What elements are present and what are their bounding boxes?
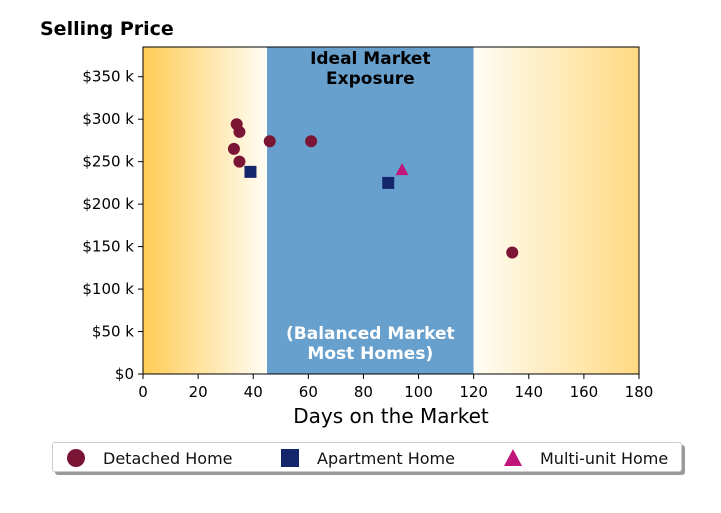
- region-label-bottom: (Balanced Market: [286, 324, 455, 344]
- data-point-detached-home: [233, 125, 246, 138]
- x-tick-label: 160: [570, 383, 599, 401]
- data-points: [227, 118, 519, 259]
- region-slow-right: [473, 47, 639, 374]
- x-tick-label: 80: [354, 383, 373, 401]
- plot-frame: [142, 46, 640, 375]
- y-tick-label: $300 k: [82, 110, 134, 128]
- x-tick-label: 40: [244, 383, 263, 401]
- data-point-detached-home: [233, 155, 246, 168]
- x-tick-label: 60: [299, 383, 318, 401]
- x-tick-label: 120: [459, 383, 488, 401]
- data-point-detached-home: [305, 135, 318, 148]
- y-tick-label: $350 k: [82, 68, 134, 86]
- y-axis: $0 $50 k $100 k $150 k $200 k $250 k $300 k $35…: [82, 68, 143, 383]
- x-tick-label: 20: [189, 383, 208, 401]
- legend-label: Detached Home: [103, 448, 233, 468]
- region-slow-left: [143, 47, 267, 374]
- triangle-marker-icon: [504, 449, 522, 466]
- legend-item-detached-home: Detached Home: [65, 443, 233, 473]
- y-tick-label: $100 k: [82, 280, 134, 298]
- legend-label: Apartment Home: [317, 448, 455, 468]
- data-point-detached-home: [227, 142, 240, 155]
- region-label-top: Exposure: [326, 69, 415, 89]
- market-regions: [143, 47, 639, 374]
- data-point-detached-home: [506, 246, 519, 259]
- legend-item-apartment-home: Apartment Home: [279, 443, 455, 473]
- x-tick-label: 140: [514, 383, 543, 401]
- chart-title: Selling Price: [40, 18, 174, 40]
- data-point-apartment-home: [382, 176, 395, 189]
- y-tick-label: $200 k: [82, 195, 134, 213]
- legend-item-multi-unit-home: Multi-unit Home: [502, 443, 668, 473]
- legend-label: Multi-unit Home: [540, 448, 669, 468]
- circle-marker-icon: [67, 449, 85, 467]
- square-marker-icon: [281, 449, 299, 467]
- region-ideal-exposure: [267, 47, 474, 374]
- data-point-detached-home: [263, 135, 276, 148]
- data-point-multi-unit-home: [395, 163, 409, 176]
- y-tick-label: $250 k: [82, 153, 134, 171]
- region-label-bottom: Most Homes): [307, 344, 433, 364]
- x-tick-label: 100: [404, 383, 433, 401]
- x-tick-label: 0: [138, 383, 148, 401]
- y-tick-label: $0: [115, 365, 134, 383]
- x-tick-label: 180: [625, 383, 654, 401]
- region-label-top: Ideal Market: [310, 49, 431, 69]
- x-axis-label: Days on the Market: [293, 404, 489, 428]
- chart-legend: Detached Home Apartment Home Multi-unit …: [52, 442, 682, 472]
- data-point-apartment-home: [244, 165, 257, 178]
- x-axis: 0 20 40 60 80 100 120 140 160 180: [138, 374, 653, 401]
- y-tick-label: $150 k: [82, 238, 134, 256]
- y-tick-label: $50 k: [92, 323, 134, 341]
